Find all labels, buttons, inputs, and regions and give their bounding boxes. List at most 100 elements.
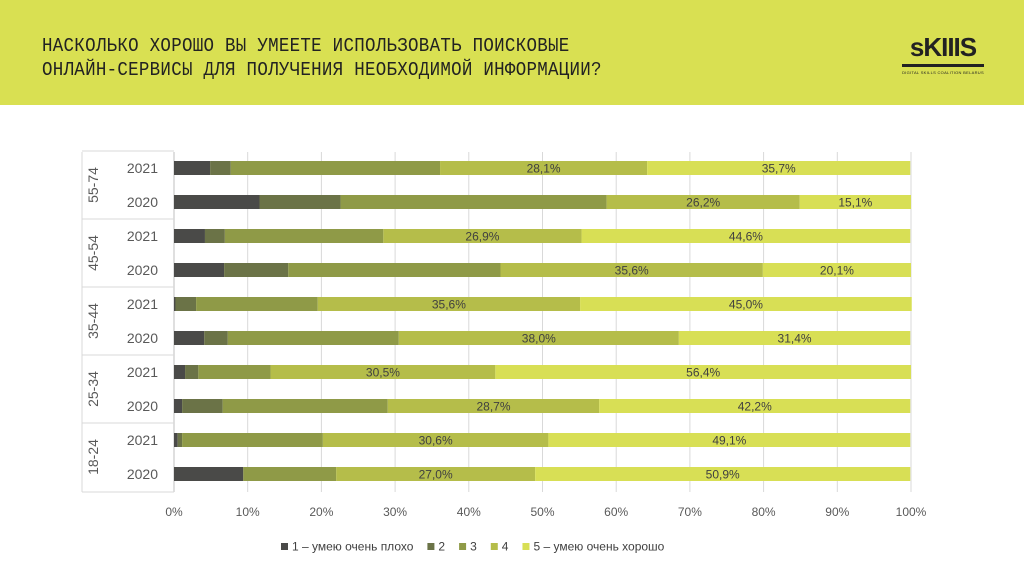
- x-tick-label: 70%: [678, 505, 702, 519]
- group-label-55-74: 55-74: [85, 167, 101, 203]
- x-tick-label: 0%: [165, 505, 183, 519]
- bar-segment-45-54-2020-s3: [288, 263, 501, 277]
- x-tick-label: 20%: [309, 505, 333, 519]
- data-label: 26,2%: [686, 196, 720, 210]
- page-title: НАСКОЛЬКО ХОРОШО ВЫ УМЕЕТЕ ИСПОЛЬЗОВАТЬ …: [42, 34, 602, 82]
- legend-label-4: 4: [502, 540, 509, 554]
- bar-segment-25-34-2020-s4: [387, 399, 600, 413]
- legend-swatch-2: [427, 543, 435, 550]
- bar-segment-55-74-2021-s5: [647, 161, 911, 175]
- bar-segment-45-54-2020-s1: [174, 263, 225, 277]
- legend-swatch-1: [281, 543, 288, 550]
- x-tick-label: 80%: [752, 505, 776, 519]
- data-label: 49,1%: [712, 434, 746, 448]
- bar-segment-45-54-2021-s2: [204, 229, 225, 243]
- bar-segment-45-54-2020-s2: [224, 263, 289, 277]
- data-label: 28,1%: [527, 162, 561, 176]
- data-label: 35,6%: [432, 298, 466, 312]
- bar-segment-25-34-2021-s2: [185, 365, 199, 379]
- bar-segment-18-24-2020-s1: [174, 467, 244, 481]
- x-tick-label: 60%: [604, 505, 628, 519]
- x-tick-label: 100%: [896, 505, 927, 519]
- bar-segment-25-34-2021-s3: [198, 365, 271, 379]
- bar-segment-25-34-2020-s1: [174, 399, 183, 413]
- bar-segment-35-44-2020-s1: [174, 331, 205, 345]
- x-tick-label: 10%: [236, 505, 260, 519]
- data-label: 35,7%: [762, 162, 796, 176]
- bar-segment-35-44-2021-s4: [317, 297, 581, 311]
- bar-segment-18-24-2020-s3: [243, 467, 337, 481]
- legend-label-2: 2: [438, 540, 445, 554]
- year-label: 2021: [127, 432, 158, 448]
- logo-text: sKIIIS: [909, 32, 977, 62]
- bar-segment-45-54-2020-s4: [500, 263, 763, 277]
- bar-segment-45-54-2021-s3: [224, 229, 384, 243]
- data-label: 20,1%: [820, 264, 854, 278]
- bar-segment-35-44-2020-s2: [204, 331, 228, 345]
- x-tick-label: 30%: [383, 505, 407, 519]
- legend-swatch-4: [490, 543, 498, 550]
- year-label: 2021: [127, 364, 158, 380]
- data-label: 56,4%: [686, 366, 720, 380]
- bar-segment-35-44-2021-s1: [174, 297, 176, 311]
- year-label: 2021: [127, 296, 158, 312]
- x-tick-label: 90%: [825, 505, 849, 519]
- group-label-25-34: 25-34: [85, 371, 101, 407]
- data-label: 15,1%: [838, 196, 872, 210]
- bar-segment-45-54-2020-s5: [762, 263, 911, 277]
- year-label: 2020: [127, 262, 158, 278]
- legend-swatch-5: [522, 543, 530, 550]
- title-line-2: ОНЛАЙН-СЕРВИСЫ ДЛЯ ПОЛУЧЕНИЯ НЕОБХОДИМОЙ…: [42, 59, 602, 81]
- bar-segment-35-44-2021-s5: [580, 297, 912, 311]
- year-label: 2021: [127, 160, 158, 176]
- bar-segment-35-44-2020-s3: [227, 331, 399, 345]
- bar-segment-55-74-2021-s2: [210, 161, 231, 175]
- stacked-bar-chart: 0% 10% 20% 30% 40% 50% 60% 70% 80% 90% 100% 55-74 20…: [81, 150, 927, 554]
- group-label-18-24: 18-24: [85, 439, 101, 475]
- title-line-1: НАСКОЛЬКО ХОРОШО ВЫ УМЕЕТЕ ИСПОЛЬЗОВАТЬ …: [42, 35, 570, 57]
- year-label: 2020: [127, 466, 158, 482]
- logo-bar: [902, 64, 984, 67]
- bar-segment-35-44-2021-s2: [175, 297, 197, 311]
- skills-logo: sKIIIS DIGITAL SKILLS COALITION BELARUS: [902, 33, 984, 75]
- data-label: 45,0%: [729, 298, 763, 312]
- bar-segment-55-74-2021-s1: [174, 161, 211, 175]
- year-label: 2021: [127, 228, 158, 244]
- bar-segment-55-74-2020-s5: [799, 195, 911, 209]
- header-banner: НАСКОЛЬКО ХОРОШО ВЫ УМЕЕТЕ ИСПОЛЬЗОВАТЬ …: [0, 0, 1024, 105]
- bar-segment-18-24-2020-s5: [535, 467, 911, 481]
- bar-segment-18-24-2021-s3: [182, 433, 323, 447]
- data-label: 30,5%: [366, 366, 400, 380]
- bar-segment-35-44-2021-s3: [196, 297, 318, 311]
- bar-segment-18-24-2021-s1: [174, 433, 178, 447]
- legend-label-1: 1 – умею очень плохо: [292, 540, 414, 554]
- data-label: 44,6%: [729, 230, 763, 244]
- bar-segment-35-44-2020-s4: [398, 331, 679, 345]
- bar-segment-55-74-2021-s3: [230, 161, 441, 175]
- bar-segment-45-54-2021-s5: [581, 229, 911, 243]
- bar-segment-45-54-2021-s4: [383, 229, 582, 243]
- data-label: 30,6%: [419, 434, 453, 448]
- data-label: 26,9%: [465, 230, 499, 244]
- data-label: 27,0%: [419, 468, 453, 482]
- data-label: 28,7%: [476, 400, 510, 414]
- year-label: 2020: [127, 330, 158, 346]
- data-label: 35,6%: [615, 264, 649, 278]
- group-label-35-44: 35-44: [85, 303, 101, 339]
- data-label: 31,4%: [778, 332, 812, 346]
- bar-segment-25-34-2021-s4: [270, 365, 496, 379]
- bar-segment-18-24-2021-s5: [548, 433, 911, 447]
- bar-segment-25-34-2020-s2: [182, 399, 223, 413]
- bar-segment-18-24-2021-s4: [322, 433, 549, 447]
- bar-segment-18-24-2021-s2: [177, 433, 183, 447]
- data-label: 38,0%: [522, 332, 556, 346]
- data-label: 42,2%: [738, 400, 772, 414]
- logo-subtitle: DIGITAL SKILLS COALITION BELARUS: [902, 70, 984, 75]
- bar-segment-18-24-2020-s4: [336, 467, 536, 481]
- legend-swatch-3: [459, 543, 467, 550]
- bar-segment-25-34-2021-s5: [495, 365, 911, 379]
- bar-segment-25-34-2020-s5: [599, 399, 911, 413]
- year-label: 2020: [127, 194, 158, 210]
- group-label-45-54: 45-54: [85, 235, 101, 271]
- bar-segment-55-74-2021-s4: [440, 161, 648, 175]
